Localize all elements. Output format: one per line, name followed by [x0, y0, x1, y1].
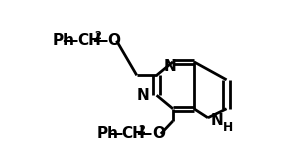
Text: N: N	[210, 113, 223, 128]
Text: O: O	[152, 126, 165, 141]
Text: O: O	[108, 33, 121, 48]
Text: —: —	[107, 126, 122, 141]
Text: —: —	[92, 33, 107, 48]
Text: 2: 2	[138, 125, 145, 135]
Text: —: —	[63, 33, 78, 48]
Text: —: —	[136, 126, 151, 141]
Text: CH: CH	[77, 33, 101, 48]
Text: Ph: Ph	[53, 33, 75, 48]
Text: Ph: Ph	[97, 126, 119, 141]
Text: N: N	[164, 59, 176, 74]
Text: CH: CH	[122, 126, 145, 141]
Text: H: H	[223, 121, 233, 134]
Text: N: N	[137, 88, 150, 103]
Text: 2: 2	[94, 32, 101, 42]
